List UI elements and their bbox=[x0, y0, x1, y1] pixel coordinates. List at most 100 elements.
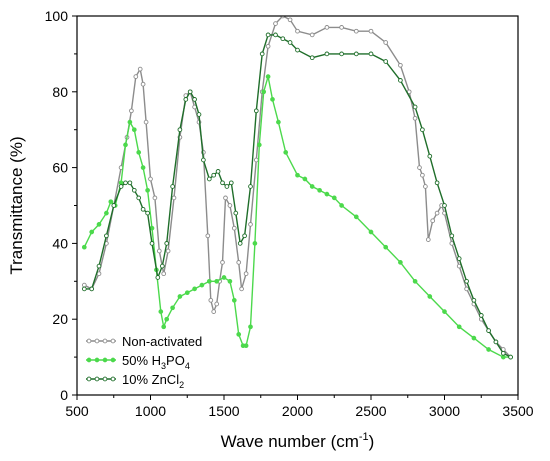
data-point bbox=[205, 233, 211, 239]
data-point bbox=[104, 233, 109, 239]
y-tick-label: 80 bbox=[52, 84, 68, 100]
data-point bbox=[211, 172, 217, 178]
data-point bbox=[242, 233, 247, 239]
data-point bbox=[324, 51, 330, 57]
data-point bbox=[295, 28, 300, 34]
data-point bbox=[442, 203, 447, 208]
x-tick-label: 3500 bbox=[502, 403, 533, 419]
data-point bbox=[227, 203, 233, 208]
data-point bbox=[434, 180, 440, 186]
legend-swatch-marker bbox=[94, 357, 100, 363]
data-point bbox=[148, 176, 153, 182]
data-point bbox=[165, 248, 171, 254]
data-point bbox=[442, 309, 447, 314]
data-point bbox=[123, 142, 128, 148]
data-point bbox=[170, 184, 175, 189]
legend-label: Non-activated bbox=[122, 334, 202, 349]
data-point bbox=[214, 301, 220, 307]
legend-swatch-marker bbox=[94, 376, 100, 382]
x-tick-label: 2500 bbox=[355, 403, 386, 419]
data-point bbox=[383, 59, 389, 64]
data-point bbox=[287, 40, 293, 45]
data-point bbox=[127, 180, 133, 186]
data-point bbox=[170, 305, 175, 311]
data-point bbox=[295, 172, 300, 178]
data-point bbox=[420, 172, 425, 178]
data-point bbox=[353, 51, 359, 57]
data-point bbox=[131, 127, 137, 133]
data-point bbox=[81, 244, 87, 250]
data-point bbox=[177, 294, 183, 299]
data-point bbox=[331, 195, 337, 201]
data-point bbox=[339, 25, 344, 30]
data-point bbox=[140, 206, 146, 212]
data-point bbox=[89, 286, 95, 292]
data-point bbox=[81, 282, 87, 288]
data-point bbox=[236, 260, 242, 265]
data-point bbox=[276, 119, 281, 125]
data-point bbox=[427, 294, 433, 299]
data-point bbox=[161, 324, 167, 330]
data-point bbox=[500, 350, 506, 356]
data-point bbox=[164, 316, 170, 322]
data-point bbox=[161, 271, 167, 277]
data-point bbox=[270, 97, 275, 102]
data-point bbox=[420, 127, 425, 133]
data-point bbox=[206, 278, 212, 284]
x-tick-label: 2000 bbox=[282, 403, 313, 419]
data-point bbox=[317, 187, 322, 193]
data-point bbox=[187, 89, 193, 95]
series-0 bbox=[81, 16, 513, 360]
legend-swatch-marker bbox=[110, 357, 116, 363]
series-line bbox=[83, 16, 512, 358]
data-point bbox=[231, 297, 237, 303]
y-tick-label: 0 bbox=[60, 387, 68, 403]
y-tick-label: 20 bbox=[52, 311, 68, 327]
data-point bbox=[368, 229, 374, 235]
legend-swatch-marker bbox=[86, 376, 92, 382]
data-point bbox=[159, 263, 165, 269]
data-point bbox=[196, 112, 202, 117]
data-point bbox=[81, 286, 87, 292]
data-point bbox=[265, 32, 271, 38]
data-point bbox=[192, 97, 197, 102]
data-point bbox=[152, 195, 158, 201]
data-point bbox=[89, 229, 95, 235]
series-2 bbox=[81, 32, 513, 360]
data-point bbox=[123, 180, 128, 186]
legend-swatch-marker bbox=[102, 338, 108, 344]
data-point bbox=[464, 278, 469, 284]
data-point bbox=[221, 275, 227, 280]
data-point bbox=[171, 195, 177, 201]
data-point bbox=[383, 40, 389, 45]
data-point bbox=[192, 286, 197, 292]
data-point bbox=[220, 260, 225, 265]
data-point bbox=[353, 214, 359, 220]
data-point bbox=[111, 203, 117, 208]
data-point bbox=[155, 275, 161, 280]
data-point bbox=[280, 36, 286, 42]
data-point bbox=[239, 286, 244, 292]
data-point bbox=[486, 328, 491, 333]
data-point bbox=[287, 17, 293, 23]
data-point bbox=[164, 241, 170, 246]
data-point bbox=[486, 347, 491, 352]
data-point bbox=[456, 324, 462, 330]
data-point bbox=[140, 165, 146, 170]
data-point bbox=[136, 150, 142, 155]
data-point bbox=[309, 55, 315, 61]
legend-item-1: 50% H3PO4 bbox=[86, 353, 190, 371]
plot-area bbox=[81, 16, 513, 360]
data-point bbox=[96, 222, 102, 227]
data-point bbox=[430, 218, 436, 224]
data-point bbox=[471, 335, 477, 341]
legend-label: 10% ZnCl2 bbox=[122, 372, 184, 390]
data-point bbox=[259, 51, 265, 57]
legend-item-0: Non-activated bbox=[86, 334, 202, 349]
data-point bbox=[145, 210, 150, 216]
x-tick-label: 500 bbox=[65, 403, 89, 419]
data-point bbox=[493, 339, 499, 345]
data-point bbox=[383, 244, 389, 250]
data-point bbox=[237, 241, 243, 246]
